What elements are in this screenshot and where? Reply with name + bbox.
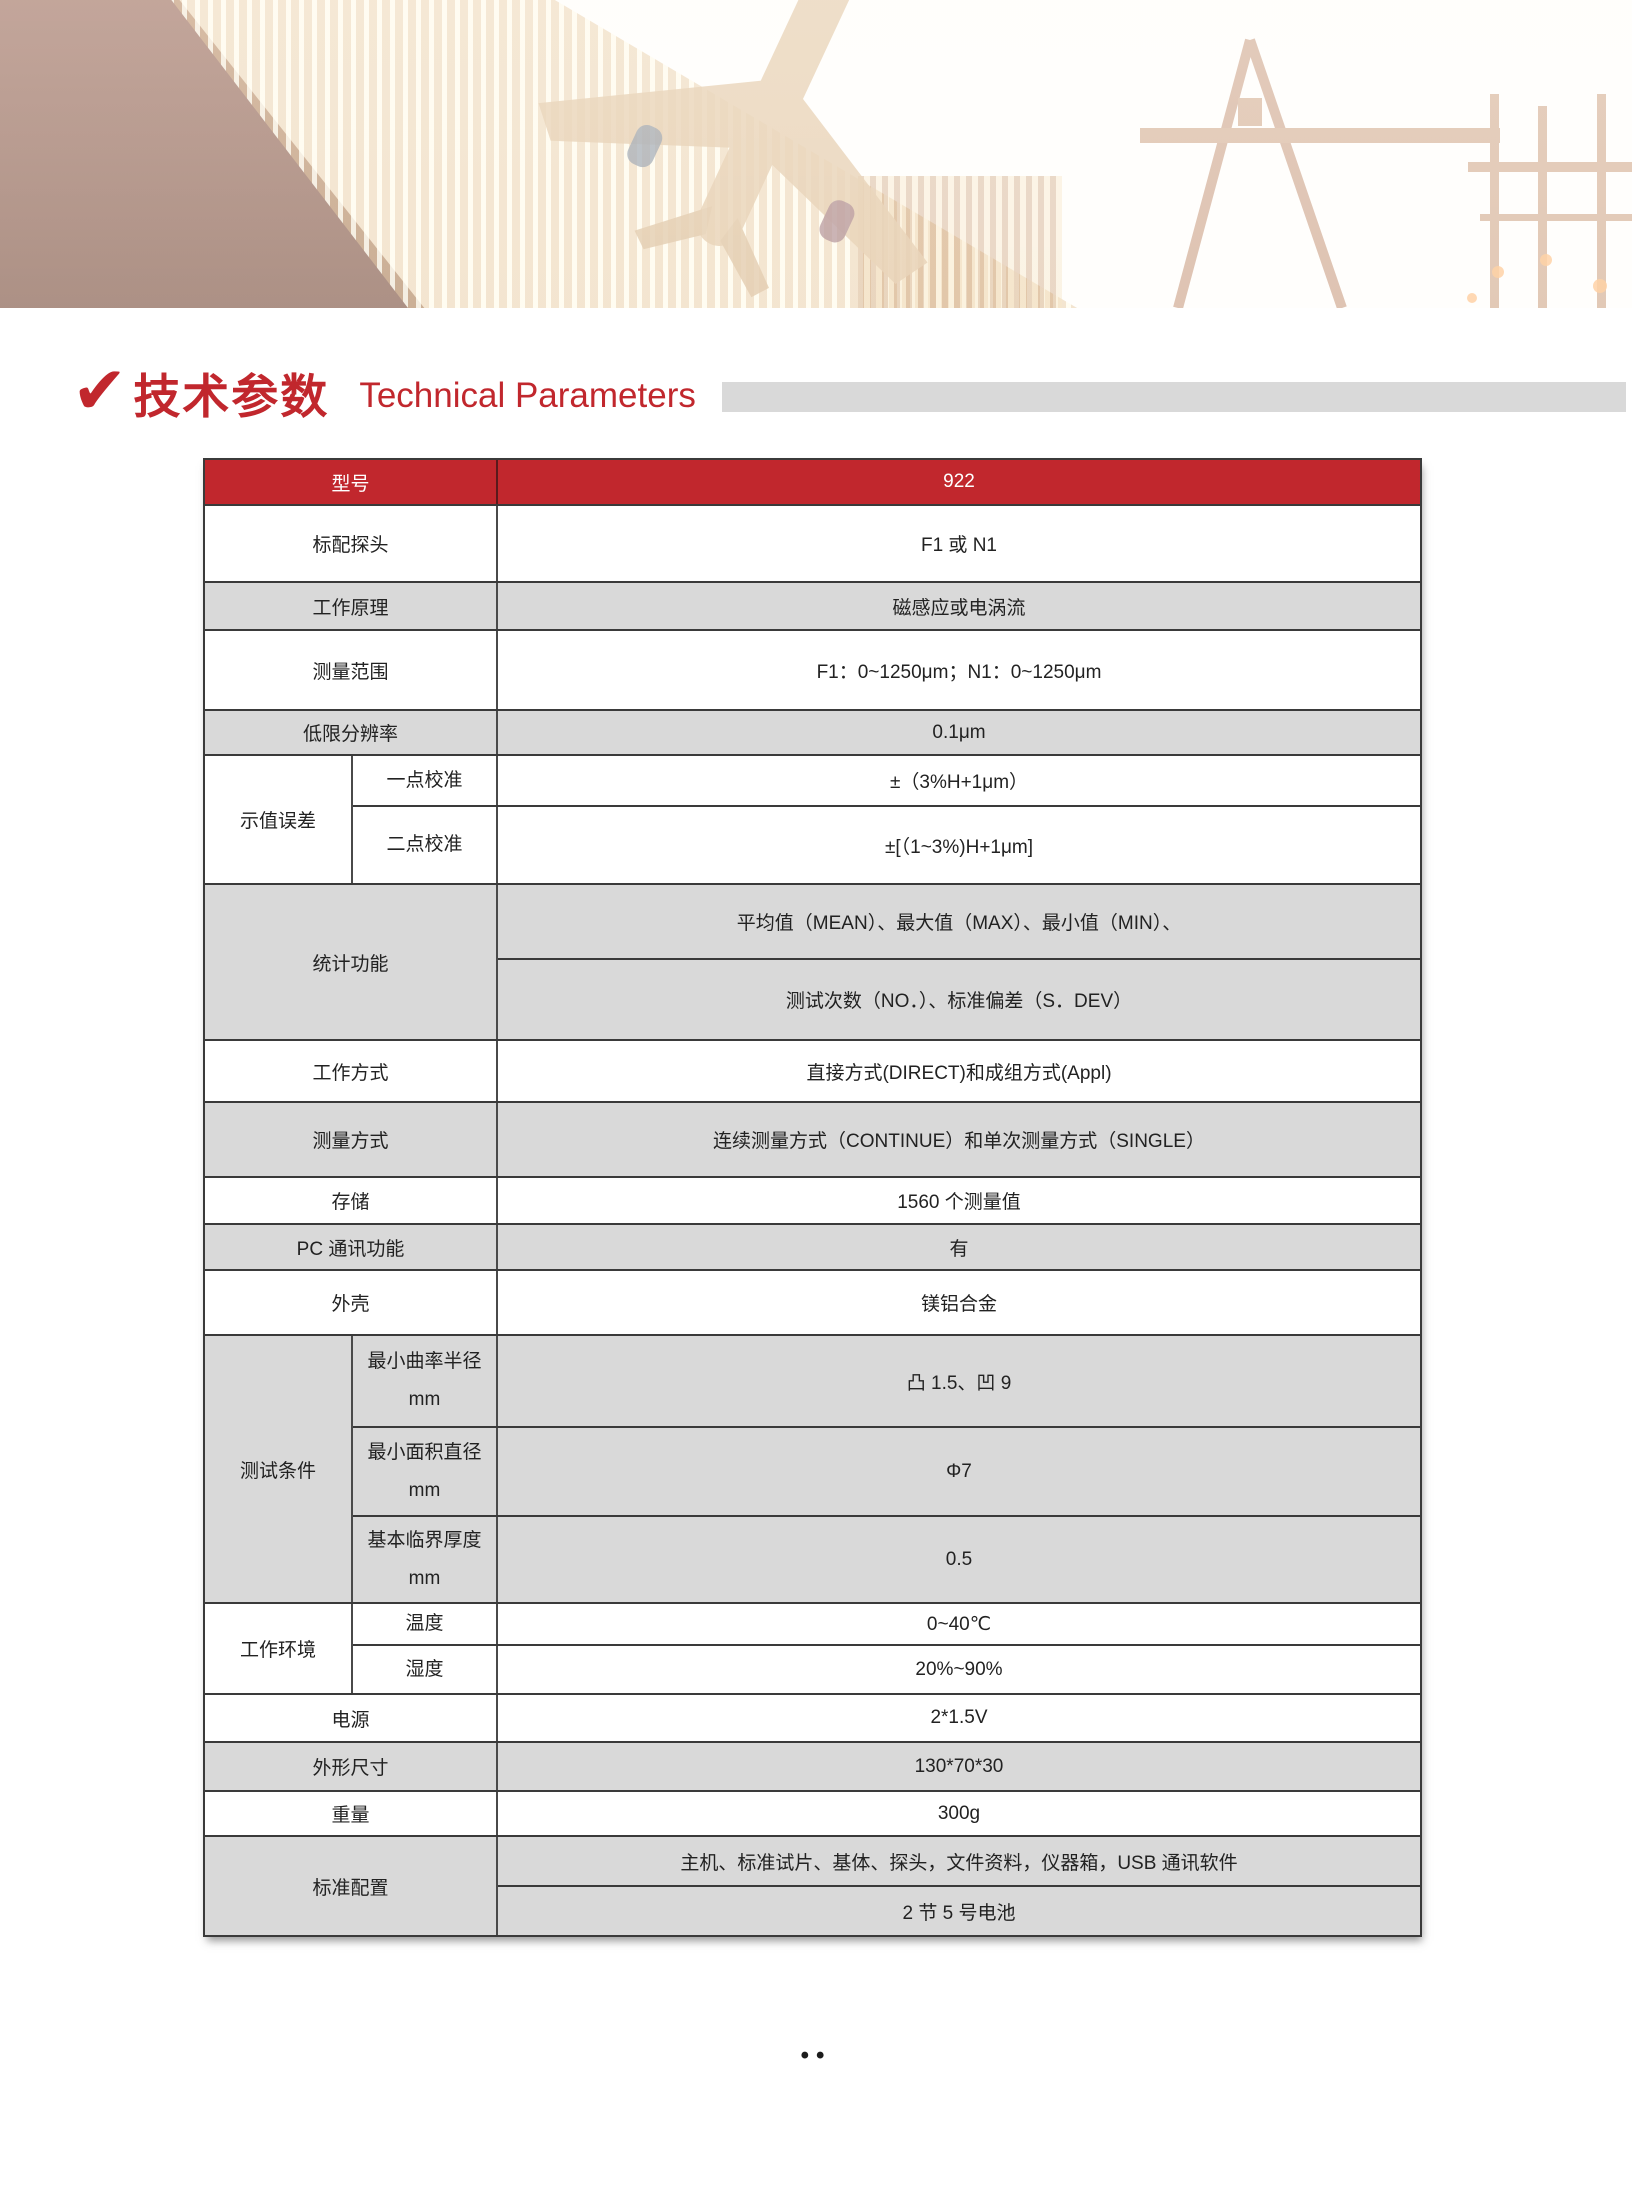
table-row: 测量方式 连续测量方式（CONTINUE）和单次测量方式（SINGLE）	[205, 1101, 1420, 1176]
spec-sublabel: 二点校准	[353, 807, 498, 883]
spec-value: ±[（1~3%)H+1μm]	[884, 836, 1034, 858]
title-underline-bar	[721, 382, 1626, 412]
table-row-group: 统计功能 平均值（MEAN）、最大值（MAX）、最小值（MIN）、 测试次数（N…	[205, 883, 1420, 1039]
table-subrow: 二点校准 ±[（1~3%)H+1μm]	[353, 805, 1420, 883]
spec-group-label: 统计功能	[205, 885, 498, 1039]
spec-label: 工作原理	[205, 583, 498, 629]
spec-label: 工作方式	[205, 1041, 498, 1101]
spec-value: 20%~90%	[915, 1658, 1003, 1680]
table-subrow: 湿度 20%~90%	[353, 1644, 1420, 1693]
spec-value: 凸 1.5、凹 9	[906, 1372, 1012, 1394]
section-title: ✔ 技术参数 Technical Parameters	[72, 346, 1626, 438]
table-row: 外壳 镁铝合金	[205, 1269, 1420, 1334]
spec-sublabel: 一点校准	[353, 756, 498, 805]
spec-sublabel: 最小曲率半径 mm	[353, 1336, 498, 1426]
table-subrow: 温度 0~40℃	[353, 1604, 1420, 1644]
spec-label: 存储	[205, 1178, 498, 1223]
table-row: 重量 300g	[205, 1790, 1420, 1835]
spec-value: 连续测量方式（CONTINUE）和单次测量方式（SINGLE）	[713, 1131, 1205, 1152]
checkmark-icon: ✔	[72, 353, 128, 427]
spec-sublabel: 基本临界厚度 mm	[353, 1517, 498, 1602]
spec-label: 测量范围	[205, 631, 498, 709]
hero-photo	[0, 0, 1632, 308]
table-subrow: 测试次数（NO．）、标准偏差（S．DEV）	[498, 958, 1420, 1039]
port-cranes-icon	[1140, 38, 1632, 308]
spec-value: 0.1μm	[932, 721, 986, 743]
spec-group-label: 标准配置	[205, 1837, 498, 1935]
spec-value: 2*1.5V	[930, 1707, 988, 1728]
spec-label: 低限分辨率	[205, 711, 498, 754]
spec-label: PC 通讯功能	[205, 1225, 498, 1269]
table-row: 测量范围 F1：0~1250μm；N1：0~1250μm	[205, 629, 1420, 709]
table-header-row: 型号 922	[205, 460, 1420, 504]
table-row: 存储 1560 个测量值	[205, 1176, 1420, 1223]
spec-value: 有	[949, 1238, 969, 1260]
spec-sublabel: 温度	[353, 1604, 498, 1644]
airplane-icon	[538, 0, 928, 298]
table-row: 工作原理 磁感应或电涡流	[205, 581, 1420, 629]
spec-value: 直接方式(DIRECT)和成组方式(Appl)	[806, 1062, 1112, 1084]
spec-value: F1：0~1250μm；N1：0~1250μm	[816, 661, 1102, 683]
table-row: 电源 2*1.5V	[205, 1693, 1420, 1741]
spec-value: Φ7	[946, 1460, 972, 1482]
spec-label: 重量	[205, 1792, 498, 1835]
spec-value: 0.5	[945, 1548, 973, 1570]
spec-label: 标配探头	[205, 506, 498, 581]
table-subrow: 主机、标准试片、基体、探头，文件资料，仪器箱，USB 通讯软件	[498, 1837, 1420, 1885]
hero-overlay	[0, 0, 1632, 308]
table-row-group: 示值误差 一点校准 ±（3%H+1μm） 二点校准 ±[（1~3%)H+1μm]	[205, 754, 1420, 883]
table-row: PC 通讯功能 有	[205, 1223, 1420, 1269]
spec-group-label: 测试条件	[205, 1336, 353, 1602]
spec-value: 主机、标准试片、基体、探头，文件资料，仪器箱，USB 通讯软件	[680, 1852, 1238, 1874]
section-title-zh: 技术参数	[133, 369, 330, 423]
spec-value: F1 或 N1	[920, 535, 998, 556]
table-row: 标配探头 F1 或 N1	[205, 504, 1420, 581]
table-subrow: 最小曲率半径 mm 凸 1.5、凹 9	[353, 1336, 1420, 1426]
spec-label: 型号	[205, 460, 498, 504]
spec-value: 磁感应或电涡流	[892, 597, 1026, 619]
spec-value: 1560 个测量值	[897, 1192, 1021, 1213]
table-subrow: 基本临界厚度 mm 0.5	[353, 1515, 1420, 1602]
spec-value: 922	[943, 471, 975, 492]
table-row: 低限分辨率 0.1μm	[205, 709, 1420, 754]
table-subrow: 最小面积直径 mm Φ7	[353, 1426, 1420, 1515]
spec-value: 2 节 5 号电池	[902, 1902, 1016, 1924]
page-marker: ••	[800, 2042, 832, 2069]
table-subrow: 平均值（MEAN）、最大值（MAX）、最小值（MIN）、	[498, 885, 1420, 958]
table-row: 工作方式 直接方式(DIRECT)和成组方式(Appl)	[205, 1039, 1420, 1101]
spec-label: 测量方式	[205, 1103, 498, 1176]
spec-sublabel: 湿度	[353, 1646, 498, 1693]
section-title-en: Technical Parameters	[359, 376, 696, 415]
table-row-group: 测试条件 最小曲率半径 mm 凸 1.5、凹 9 最小面积直径 mm Φ7	[205, 1334, 1420, 1602]
table-subrow: 2 节 5 号电池	[498, 1885, 1420, 1935]
table-row-group: 标准配置 主机、标准试片、基体、探头，文件资料，仪器箱，USB 通讯软件 2 节…	[205, 1835, 1420, 1935]
spec-sublabel: 最小面积直径 mm	[353, 1428, 498, 1515]
spec-value: 镁铝合金	[920, 1294, 997, 1315]
table-row: 外形尺寸 130*70*30	[205, 1741, 1420, 1790]
spec-group-label: 示值误差	[205, 756, 353, 883]
spec-value: ±（3%H+1μm）	[889, 772, 1029, 793]
spec-label: 外壳	[205, 1271, 498, 1334]
spec-value: 300g	[937, 1802, 981, 1824]
table-subrow: 一点校准 ±（3%H+1μm）	[353, 756, 1420, 805]
spec-value: 平均值（MEAN）、最大值（MAX）、最小值（MIN）、	[736, 913, 1182, 934]
spec-label: 外形尺寸	[205, 1743, 498, 1790]
spec-table: 型号 922 标配探头 F1 或 N1 工作原理 磁感应或电涡流 测量范围 F1…	[203, 458, 1422, 1937]
spec-group-label: 工作环境	[205, 1604, 353, 1693]
spec-value: 130*70*30	[914, 1755, 1004, 1777]
spec-value: 测试次数（NO．）、标准偏差（S．DEV）	[785, 991, 1133, 1012]
spec-label: 电源	[205, 1695, 498, 1741]
spec-value: 0~40℃	[926, 1613, 992, 1635]
table-row-group: 工作环境 温度 0~40℃ 湿度 20%~90%	[205, 1602, 1420, 1693]
